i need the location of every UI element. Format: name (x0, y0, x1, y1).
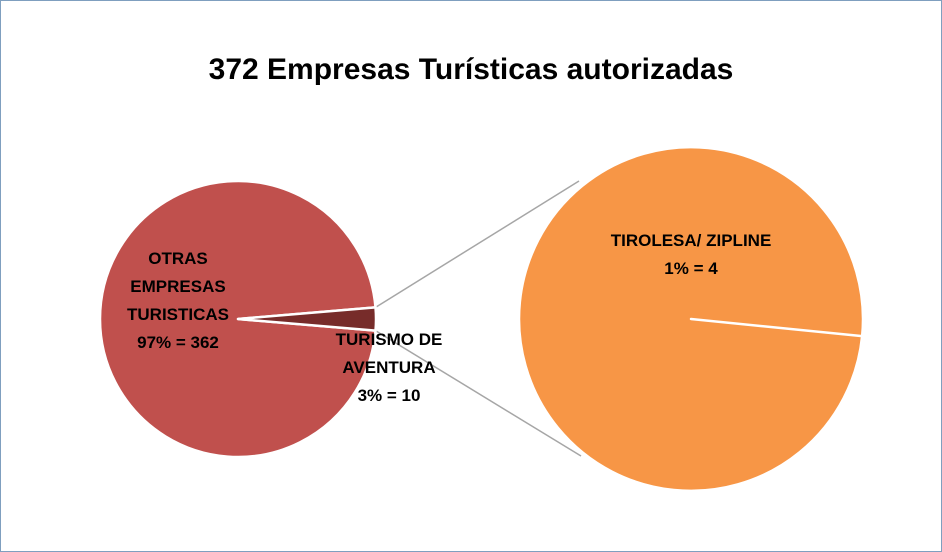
connector-line (375, 180, 580, 308)
data-label: TURISMO DE AVENTURA 3% = 10 (319, 326, 459, 410)
category-label: TIROLESA/ ZIPLINE (610, 231, 772, 250)
chart-title: 372 Empresas Turísticas autorizadas (208, 53, 734, 86)
connector-line (375, 330, 582, 457)
value-label: 3% = 10 (357, 386, 421, 405)
value-label: 1% = 4 (664, 259, 718, 278)
data-label: OTRAS EMPRESAS TURISTICAS 97% = 362 (118, 245, 238, 357)
category-label: TURISMO DE AVENTURA (335, 330, 443, 377)
category-label: OTRAS EMPRESAS TURISTICAS (127, 249, 229, 324)
data-label: TIROLESA/ ZIPLINE 1% = 4 (581, 227, 801, 283)
pie-slice (517, 145, 865, 493)
value-label: 97% = 362 (137, 333, 219, 352)
pie-slice (236, 306, 378, 332)
